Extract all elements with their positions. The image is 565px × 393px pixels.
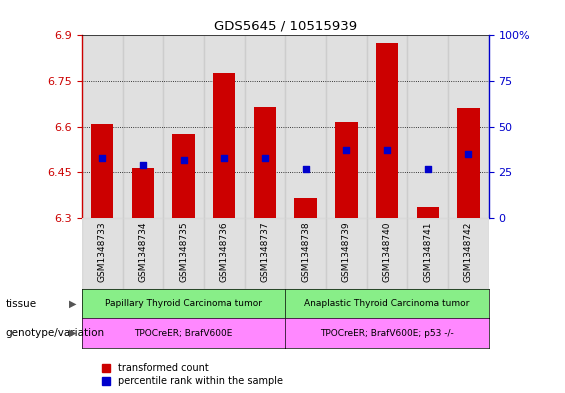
Point — [220, 155, 229, 161]
Point — [342, 147, 351, 154]
Text: Anaplastic Thyroid Carcinoma tumor: Anaplastic Thyroid Carcinoma tumor — [305, 299, 470, 308]
Text: GSM1348737: GSM1348737 — [260, 222, 270, 282]
Legend: transformed count, percentile rank within the sample: transformed count, percentile rank withi… — [98, 360, 286, 390]
Bar — [407, 35, 448, 218]
Bar — [457, 108, 480, 218]
Bar — [91, 124, 114, 218]
Point — [423, 165, 432, 172]
Bar — [82, 35, 123, 218]
Point — [98, 155, 107, 161]
Point — [260, 155, 270, 161]
Text: ▶: ▶ — [69, 299, 76, 309]
Title: GDS5645 / 10515939: GDS5645 / 10515939 — [214, 20, 357, 33]
Bar — [213, 73, 236, 218]
Text: GSM1348733: GSM1348733 — [98, 222, 107, 282]
Bar — [245, 218, 285, 289]
Bar — [326, 218, 367, 289]
Point — [179, 156, 188, 163]
Bar — [285, 218, 326, 289]
Bar — [285, 35, 326, 218]
Bar — [82, 218, 123, 289]
Bar — [123, 35, 163, 218]
Bar — [254, 107, 276, 218]
Point — [138, 162, 147, 168]
Point — [464, 151, 473, 157]
Text: TPOCreER; BrafV600E; p53 -/-: TPOCreER; BrafV600E; p53 -/- — [320, 329, 454, 338]
Bar — [407, 218, 448, 289]
Text: GSM1348736: GSM1348736 — [220, 222, 229, 282]
Bar — [367, 218, 407, 289]
Bar — [367, 35, 407, 218]
Bar — [204, 218, 245, 289]
Point — [301, 165, 310, 172]
Point — [383, 147, 392, 154]
Text: GSM1348738: GSM1348738 — [301, 222, 310, 282]
Text: TPOCreER; BrafV600E: TPOCreER; BrafV600E — [134, 329, 233, 338]
Text: tissue: tissue — [6, 299, 37, 309]
Bar — [163, 218, 204, 289]
Text: genotype/variation: genotype/variation — [6, 328, 105, 338]
Bar — [416, 208, 439, 218]
Text: GSM1348739: GSM1348739 — [342, 222, 351, 282]
Bar — [326, 35, 367, 218]
Text: GSM1348742: GSM1348742 — [464, 222, 473, 282]
Bar — [448, 35, 489, 218]
Text: GSM1348735: GSM1348735 — [179, 222, 188, 282]
Bar — [123, 218, 163, 289]
Bar — [294, 198, 317, 218]
Bar — [335, 122, 358, 218]
Text: Papillary Thyroid Carcinoma tumor: Papillary Thyroid Carcinoma tumor — [105, 299, 262, 308]
Text: GSM1348734: GSM1348734 — [138, 222, 147, 282]
Text: GSM1348740: GSM1348740 — [383, 222, 392, 282]
Bar — [204, 35, 245, 218]
Bar — [172, 134, 195, 218]
Bar — [376, 43, 398, 218]
Text: GSM1348741: GSM1348741 — [423, 222, 432, 282]
Bar — [245, 35, 285, 218]
Bar — [132, 168, 154, 218]
Bar — [448, 218, 489, 289]
Bar — [163, 35, 204, 218]
Text: ▶: ▶ — [69, 328, 76, 338]
